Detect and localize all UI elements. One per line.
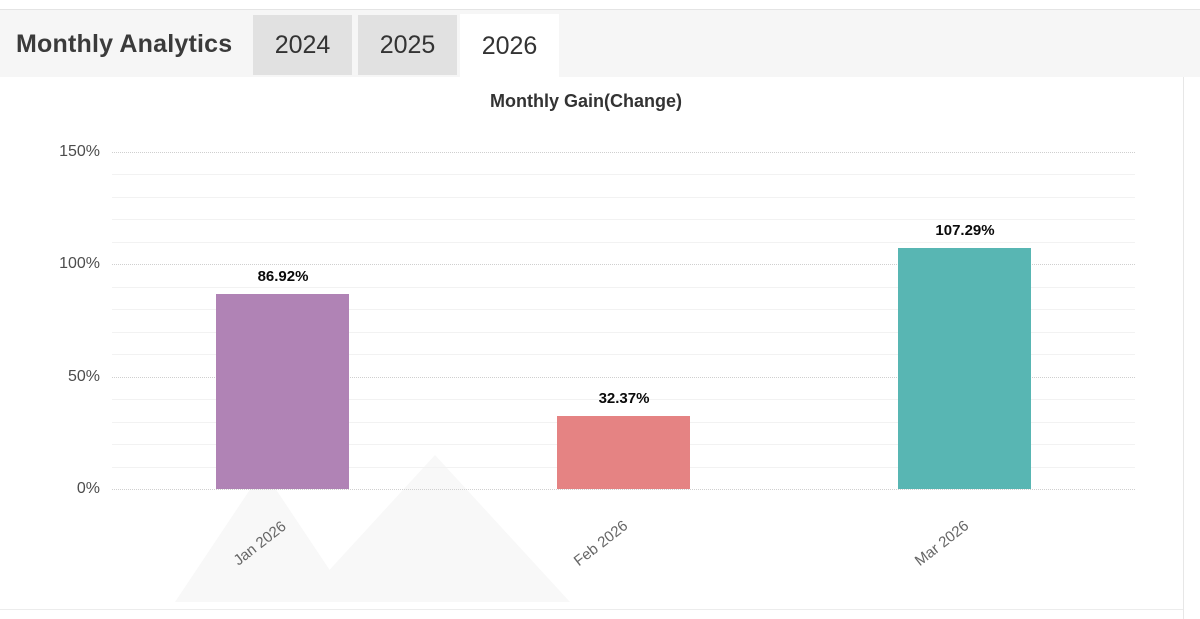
minor-gridline [112,399,1135,401]
tab-2026[interactable]: 2026 [460,14,559,79]
x-axis-tick-label: Mar 2026 [911,517,973,570]
y-axis-tick-label: 50% [67,367,100,385]
tab-2024[interactable]: 2024 [253,15,352,75]
y-axis-tick-label: 0% [76,480,100,497]
y-axis-tick-label: 100% [59,255,100,273]
major-gridline [112,376,1135,378]
minor-gridline [112,196,1135,198]
bar-feb-2026[interactable] [557,416,690,489]
minor-gridline [112,241,1135,243]
header-bar: Monthly Analytics 2024 2025 2026 [0,9,1200,79]
minor-gridline [112,219,1135,221]
chart-title: Monthly Gain(Change) [490,91,682,111]
bottom-divider [0,609,1183,610]
minor-gridline [112,309,1135,311]
bar-value-label: 107.29% [935,222,995,239]
top-strip [0,0,1200,9]
tab-2025[interactable]: 2025 [358,15,457,75]
major-gridline [112,489,1135,490]
page-title: Monthly Analytics [16,29,233,58]
minor-gridline [112,174,1135,176]
bar-jan-2026[interactable] [216,294,349,489]
x-axis-tick-label: Feb 2026 [570,517,632,570]
right-panel-divider [1183,77,1184,619]
minor-gridline [112,354,1135,356]
major-gridline [112,152,1135,153]
major-gridline [112,264,1135,266]
bar-mar-2026[interactable] [898,248,1031,489]
plot-area: 86.92% 32.37% 107.29% [112,152,1135,490]
bar-value-label: 32.37% [598,390,650,407]
monthly-gain-chart: Monthly Gain(Change) 86.92% 32.37% 107.29%… [0,77,1183,609]
y-axis-tick-label: 150% [59,143,100,160]
minor-gridline [112,331,1135,333]
bar-value-label: 86.92% [257,268,309,285]
minor-gridline [112,286,1135,288]
